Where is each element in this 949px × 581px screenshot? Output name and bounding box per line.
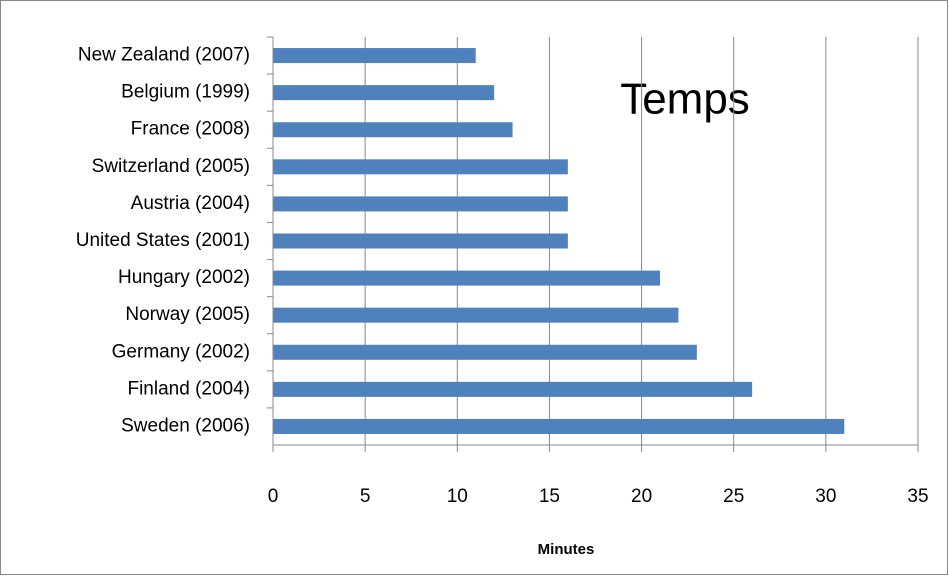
y-tick-label: France (2008) (131, 119, 250, 140)
y-tick-label: Austria (2004) (131, 193, 250, 214)
bar (273, 122, 513, 138)
x-tick-label: 35 (907, 486, 928, 507)
bar (273, 381, 753, 397)
bar (273, 270, 660, 286)
bar (273, 307, 679, 323)
x-axis-label: Minutes (538, 541, 595, 558)
bar (273, 85, 495, 101)
x-tick-label: 5 (360, 486, 371, 507)
bar (273, 159, 568, 175)
x-tick-label: 15 (539, 486, 560, 507)
y-tick-label: Switzerland (2005) (92, 156, 250, 177)
y-tick-label: Germany (2002) (112, 341, 250, 362)
bar (273, 233, 568, 249)
x-tick-label: 30 (815, 486, 836, 507)
chart-title: Temps (620, 75, 750, 124)
y-tick-label: United States (2001) (76, 230, 250, 251)
y-tick-label: New Zealand (2007) (78, 45, 250, 66)
y-tick-label: Belgium (1999) (121, 82, 250, 103)
x-tick-label: 10 (447, 486, 468, 507)
y-tick-label: Finland (2004) (127, 378, 250, 399)
x-tick-label: 20 (631, 486, 652, 507)
y-tick-label: Sweden (2006) (121, 415, 250, 436)
bar (273, 344, 697, 360)
bar (273, 418, 845, 434)
bar (273, 48, 476, 64)
bar (273, 196, 568, 212)
y-tick-label: Norway (2005) (125, 304, 250, 325)
x-tick-label: 25 (723, 486, 744, 507)
x-tick-label: 0 (268, 486, 279, 507)
y-tick-label: Hungary (2002) (118, 267, 250, 288)
